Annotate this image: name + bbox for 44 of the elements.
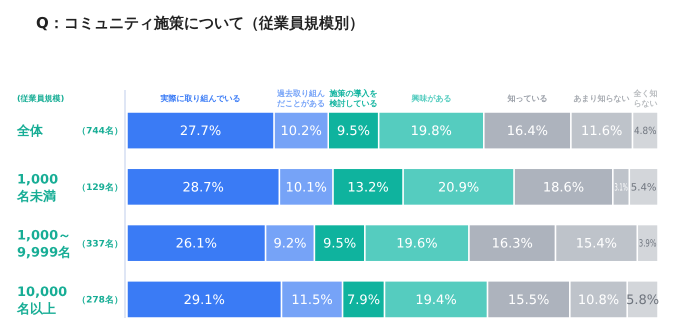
data-label: 4.8% bbox=[634, 126, 660, 138]
text: （744名） bbox=[77, 126, 123, 137]
data-label: 16.4% bbox=[506, 124, 548, 140]
y-tick-label: 10,000 名以上 bbox=[16, 284, 68, 317]
data-label: 11.6% bbox=[581, 124, 622, 140]
data-label: 11.5% bbox=[291, 292, 333, 308]
data-label: 13.2% bbox=[347, 180, 389, 196]
data-label: 9.5% bbox=[323, 236, 356, 252]
data-label: 10.8% bbox=[578, 292, 620, 308]
data-label: 19.6% bbox=[396, 236, 438, 252]
data-label: 10.2% bbox=[280, 124, 322, 140]
data-label: 9.2% bbox=[274, 236, 307, 252]
series-label: 実際に取り組んでいる bbox=[160, 93, 241, 103]
text: （337名） bbox=[77, 238, 123, 250]
series-label: あまり知らない bbox=[574, 94, 630, 103]
data-label: 9.5% bbox=[336, 124, 370, 140]
data-label: 5.8% bbox=[626, 292, 660, 308]
text: （129名） bbox=[77, 182, 123, 194]
y-tick-label: 全体 bbox=[16, 124, 44, 140]
y-axis-title: (従業員規模) bbox=[17, 94, 64, 103]
text: （278名） bbox=[77, 294, 123, 306]
data-label: 20.9% bbox=[438, 180, 480, 196]
chart-title: Q：コミュニティ施策について（従業員規模別） bbox=[36, 14, 364, 32]
data-label: 10.1% bbox=[286, 180, 327, 196]
data-label: 5.4% bbox=[630, 182, 656, 194]
series-label: 興味がある bbox=[410, 94, 452, 103]
data-label: 18.6% bbox=[542, 180, 584, 196]
data-label: 29.1% bbox=[184, 292, 225, 308]
y-tick-label: 1,000 名未満 bbox=[16, 172, 58, 204]
series-label: 全く知らない bbox=[632, 89, 658, 108]
data-label: 3.9% bbox=[638, 238, 664, 250]
y-tick-label: 1,000～ 9,999名 bbox=[17, 228, 72, 261]
series-label: 知っている bbox=[506, 94, 548, 103]
data-label: 7.9% bbox=[347, 292, 380, 308]
data-label: 19.8% bbox=[410, 124, 452, 140]
data-label: 15.5% bbox=[508, 292, 550, 308]
data-label: 16.3% bbox=[492, 236, 533, 252]
data-label: 15.4% bbox=[576, 236, 618, 252]
data-label: 28.7% bbox=[182, 180, 224, 196]
series-label: 過去取り組んだことがある bbox=[276, 89, 326, 108]
data-label: 26.1% bbox=[176, 236, 217, 252]
data-label: 27.7% bbox=[180, 124, 222, 140]
series-label: 施策の導入を検討している bbox=[328, 89, 378, 108]
data-label: 19.4% bbox=[415, 292, 457, 308]
